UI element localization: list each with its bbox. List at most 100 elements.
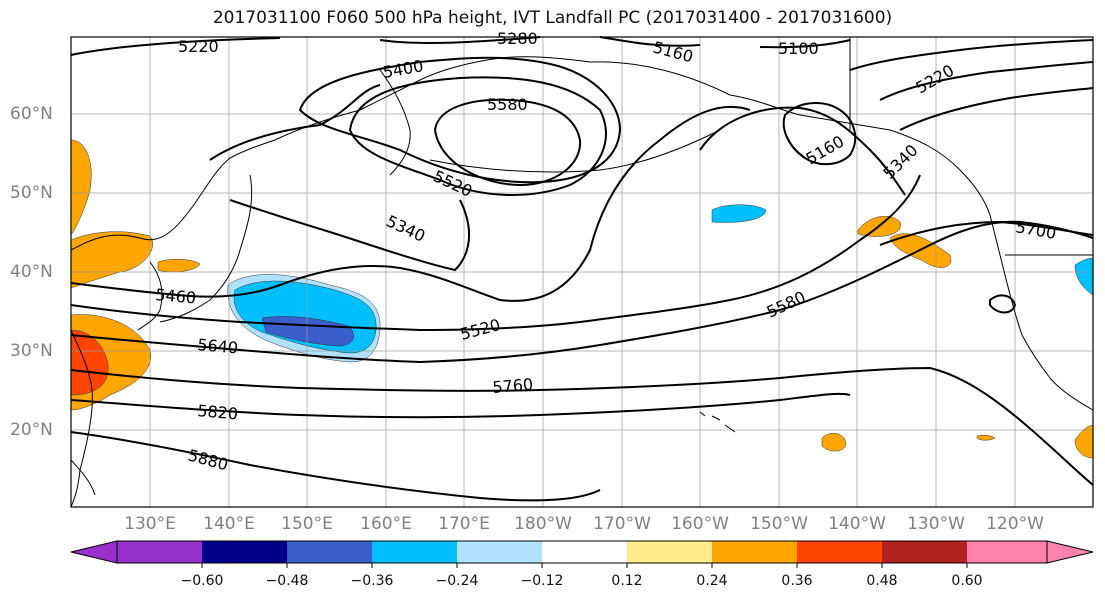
contour-5100-n (759, 39, 851, 49)
contour-ca-low (989, 294, 1017, 314)
lon-label: 120°W (986, 514, 1044, 534)
colorbar-segment (627, 541, 712, 563)
lat-label: 50°N (10, 183, 53, 203)
colorbar-tick-label: −0.36 (350, 573, 394, 589)
contour-label: 5160 (803, 132, 848, 169)
lon-label: 170°W (593, 514, 651, 534)
colorbar-tick-label: 0.24 (696, 573, 728, 589)
coast-hawaii (699, 411, 736, 433)
lon-label: 140°W (828, 514, 886, 534)
shade-orange-west-mid (70, 231, 153, 289)
coast-china (70, 329, 93, 508)
lon-label: 180°W (514, 514, 572, 534)
coast-na-west (989, 214, 1094, 411)
colorbar-segment (457, 541, 542, 563)
contour-5220-nw (70, 37, 281, 56)
colorbar-outline (116, 540, 1048, 564)
contour-label: 5100 (778, 39, 819, 58)
contour-label: 5340 (383, 211, 428, 245)
contour-5820 (70, 392, 851, 419)
contour-label: 5820 (197, 401, 239, 423)
coast-japan (159, 174, 253, 323)
colorbar-segment (542, 541, 627, 563)
colorbar-segment (117, 541, 202, 563)
colorbar-segment (967, 541, 1047, 563)
shade-orange-small (157, 259, 201, 273)
colorbar-tick-label: −0.60 (180, 573, 224, 589)
lon-label: 160°W (671, 514, 729, 534)
lon-label: 140°E (203, 514, 255, 534)
lon-label: 170°E (438, 514, 490, 534)
colorbar-extend-left (70, 540, 118, 564)
contour-label: 5580 (487, 95, 528, 114)
lon-label: 130°W (907, 514, 965, 534)
colorbar-segment (287, 541, 372, 563)
contour-5340 (209, 84, 471, 272)
lon-label: 130°E (124, 514, 176, 534)
shade-orange-west-north (70, 139, 92, 236)
colorbar-tick-label: 0.36 (781, 573, 813, 589)
colorbar-tick-label: −0.48 (265, 573, 309, 589)
colorbar-segment (712, 541, 797, 563)
contour-5580-ring (433, 98, 582, 187)
contour-5160-n (599, 36, 701, 47)
contour-5280-n (379, 36, 541, 44)
colorbar-segment (882, 541, 967, 563)
coast-asia (70, 56, 591, 251)
contour-label: 5460 (155, 285, 197, 307)
contour-label: 5220 (913, 61, 958, 98)
coast-alaska (589, 61, 991, 216)
contour-5160-east (782, 102, 857, 166)
colorbar-tick-label: 0.12 (611, 573, 643, 589)
lat-label: 30°N (10, 341, 53, 361)
contour-label: 5340 (879, 141, 921, 183)
shade-red-west (70, 329, 109, 396)
colorbar-extend-right (1046, 540, 1094, 564)
ivt-shading (70, 139, 1094, 459)
contour-5700 (879, 220, 1094, 246)
colorbar-tick-label: −0.12 (520, 573, 564, 589)
colorbar-tick-label: 0.48 (866, 573, 898, 589)
contour-label: 5700 (1014, 217, 1057, 243)
lon-label: 160°E (360, 514, 412, 534)
shade-orange-east-3 (821, 432, 847, 452)
coast-aleutians (429, 129, 721, 173)
coast-korea (137, 261, 163, 331)
contour-5520 (348, 76, 607, 196)
colorbar-segment (202, 541, 287, 563)
contour-label: 5580 (764, 287, 809, 321)
map-title: 2017031100 F060 500 hPa height, IVT Land… (212, 8, 893, 28)
contour-5400-ring (298, 56, 622, 184)
contour-5760 (70, 366, 1094, 486)
lat-label: 20°N (10, 420, 53, 440)
contour-5520-mid (70, 174, 921, 332)
lat-label: 60°N (10, 104, 53, 124)
shade-blue-east (1074, 257, 1094, 296)
contour-5580-east (699, 106, 906, 196)
coastlines (70, 37, 1094, 508)
colorbar-tick-label: −0.24 (435, 573, 479, 589)
colorbar-tick-label: 0.60 (951, 573, 983, 589)
contour-alaska-loops (849, 39, 1094, 131)
colorbar-segment (372, 541, 457, 563)
contour-label: 5220 (178, 37, 219, 56)
map-frame (70, 36, 1094, 508)
contour-5460 (70, 105, 751, 302)
contour-label: 5760 (492, 375, 534, 397)
lon-label: 150°E (281, 514, 333, 534)
contour-label: 5880 (186, 446, 230, 475)
contour-label: 5520 (458, 315, 502, 344)
coast-philippines (70, 459, 96, 496)
colorbar (70, 540, 1094, 568)
lat-label: 40°N (10, 262, 53, 282)
contour-label: 5160 (651, 38, 695, 67)
height-contours (70, 36, 1094, 502)
contour-label: 5280 (497, 29, 538, 48)
shade-orange-east-4 (976, 434, 996, 441)
gridlines (71, 37, 1093, 507)
contour-label: 5640 (197, 335, 239, 357)
contour-5640 (70, 220, 1094, 364)
contour-label: 5400 (381, 56, 424, 82)
lon-label: 150°W (750, 514, 808, 534)
